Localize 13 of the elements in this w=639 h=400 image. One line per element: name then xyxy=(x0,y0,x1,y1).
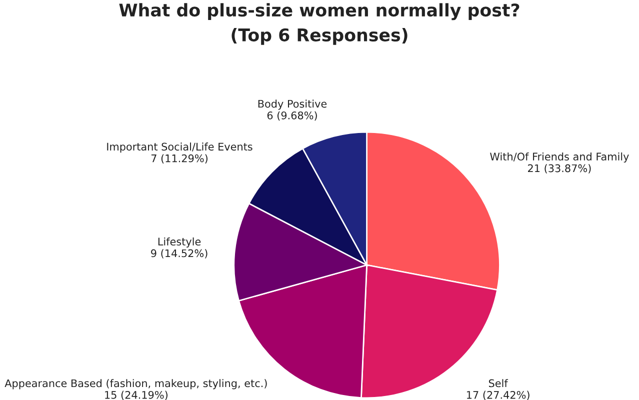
slice-label: Self xyxy=(488,379,508,388)
slice-label: Appearance Based (fashion, makeup, styling, etc.) xyxy=(4,379,267,390)
data-label: 7 (11.29%) xyxy=(151,154,208,164)
slice-label: Body Positive xyxy=(258,100,327,110)
data-label: 15 (24.19%) xyxy=(105,390,168,400)
data-label: 9 (14.52%) xyxy=(151,249,208,258)
slice-label: Lifestyle xyxy=(158,237,201,248)
slice-label: Important Social/Life Events xyxy=(107,142,252,153)
data-label: 21 (33.87%) xyxy=(528,164,591,174)
slice-label: With/Of Friends and Family xyxy=(490,152,629,163)
data-label: 17 (27.42%) xyxy=(467,390,530,400)
data-label: 6 (9.68%) xyxy=(267,111,317,121)
chart-title: What do plus-size women normally post? (Top 6 Responses) xyxy=(119,3,520,45)
